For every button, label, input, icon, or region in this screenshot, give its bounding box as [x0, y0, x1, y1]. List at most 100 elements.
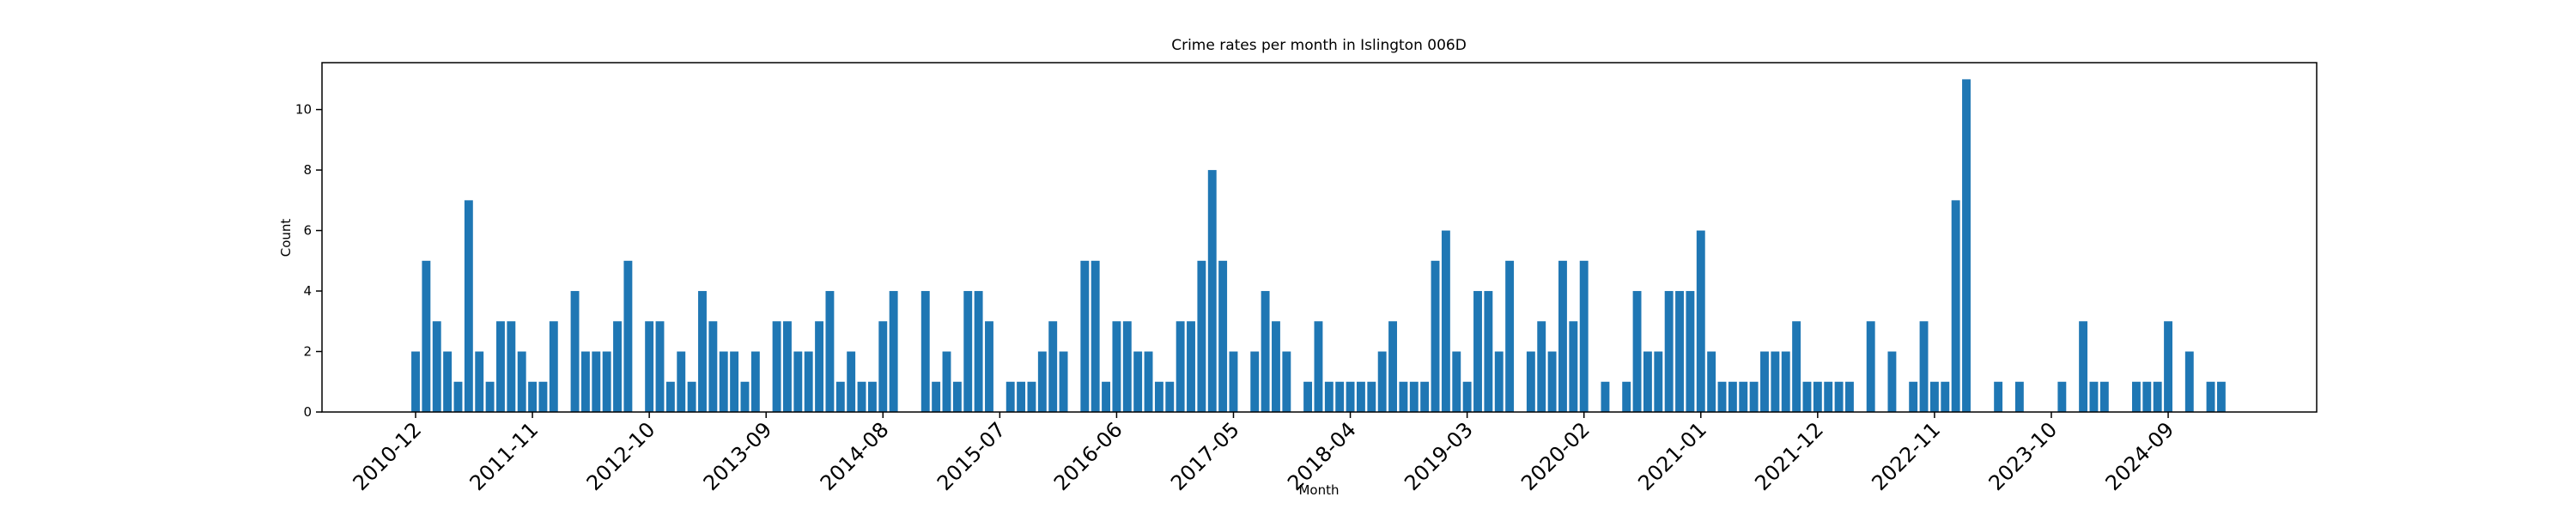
- bar: [1569, 321, 1578, 412]
- bar: [1441, 230, 1450, 412]
- bar: [1622, 381, 1631, 412]
- bar: [793, 351, 803, 412]
- bar: [985, 321, 993, 412]
- bar: [1346, 381, 1355, 412]
- bar: [1324, 381, 1334, 412]
- bar: [1165, 381, 1175, 412]
- bar: [1250, 351, 1260, 412]
- bar: [1951, 200, 1960, 412]
- bar: [1431, 260, 1440, 412]
- x-tick-label: 2013-09: [699, 417, 777, 495]
- bar: [2153, 381, 2162, 412]
- x-tick-label: 2024-09: [2101, 417, 2179, 495]
- bar: [1102, 381, 1110, 412]
- x-tick-label: 2014-08: [816, 417, 894, 495]
- bar: [857, 381, 866, 412]
- x-tick-label: 2015-07: [933, 417, 1011, 495]
- y-tick-label: 2: [303, 344, 312, 360]
- bar: [1133, 351, 1143, 412]
- bar: [1834, 381, 1844, 412]
- bar: [2079, 321, 2088, 412]
- bar: [1739, 381, 1748, 412]
- bar: [1037, 351, 1047, 412]
- bar: [1941, 381, 1950, 412]
- bar: [2131, 381, 2141, 412]
- bar: [2057, 381, 2067, 412]
- bar: [517, 351, 526, 412]
- plot-frame: [321, 62, 2318, 413]
- bar: [1388, 321, 1397, 412]
- bar: [825, 291, 835, 412]
- bar: [1484, 291, 1493, 412]
- bar: [2089, 381, 2099, 412]
- bar: [1282, 351, 1291, 412]
- bar: [528, 381, 538, 412]
- bar: [592, 351, 601, 412]
- bar: [1005, 381, 1015, 412]
- bar: [708, 321, 718, 412]
- bar: [963, 291, 973, 412]
- bar: [1781, 351, 1790, 412]
- bar: [920, 291, 930, 412]
- bar: [1728, 381, 1737, 412]
- bar: [1409, 381, 1419, 412]
- bar: [804, 351, 813, 412]
- x-tick-label: 2021-12: [1750, 417, 1828, 495]
- bar: [1686, 291, 1695, 412]
- bar: [1749, 381, 1759, 412]
- bar: [878, 321, 888, 412]
- bar: [1272, 321, 1280, 412]
- bar: [1824, 381, 1833, 412]
- bar: [602, 351, 611, 412]
- bar: [453, 381, 463, 412]
- bar: [1717, 381, 1727, 412]
- bar: [1144, 351, 1153, 412]
- bar: [815, 321, 824, 412]
- bar: [1707, 351, 1716, 412]
- bar: [847, 351, 856, 412]
- bar: [1377, 351, 1387, 412]
- bar: [974, 291, 983, 412]
- bar: [1802, 381, 1812, 412]
- bar: [2164, 321, 2172, 412]
- bar: [422, 260, 431, 412]
- bar: [475, 351, 484, 412]
- bar: [1207, 170, 1217, 412]
- y-tick-label: 6: [303, 223, 312, 239]
- bar: [1887, 351, 1897, 412]
- bar: [464, 200, 473, 412]
- bar: [740, 381, 750, 412]
- bar: [432, 321, 441, 412]
- bar: [1845, 381, 1854, 412]
- bar: [835, 381, 845, 412]
- bar: [1112, 321, 1121, 412]
- x-tick-label: 2011-11: [465, 417, 544, 495]
- bar: [1452, 351, 1461, 412]
- bar: [1696, 230, 1705, 412]
- bar: [645, 321, 654, 412]
- bar: [1462, 381, 1472, 412]
- bar: [1261, 291, 1270, 412]
- bar: [1399, 381, 1408, 412]
- bar: [623, 260, 633, 412]
- bar: [507, 321, 516, 412]
- bar: [1027, 381, 1036, 412]
- bar: [2216, 381, 2226, 412]
- x-axis-label: Month: [1298, 482, 1339, 498]
- bar: [1494, 351, 1504, 412]
- bar: [1473, 291, 1482, 412]
- bar: [1303, 381, 1313, 412]
- bar: [549, 321, 558, 412]
- bar: [1420, 381, 1430, 412]
- bar: [1080, 260, 1090, 412]
- bar: [443, 351, 453, 412]
- x-tick-label: 2016-06: [1049, 417, 1127, 495]
- bar: [1558, 260, 1567, 412]
- y-axis-label: Count: [278, 219, 294, 258]
- bar: [750, 351, 760, 412]
- x-tick-label: 2012-10: [582, 417, 660, 495]
- bar: [1675, 291, 1684, 412]
- bar: [1367, 381, 1376, 412]
- bar: [932, 381, 941, 412]
